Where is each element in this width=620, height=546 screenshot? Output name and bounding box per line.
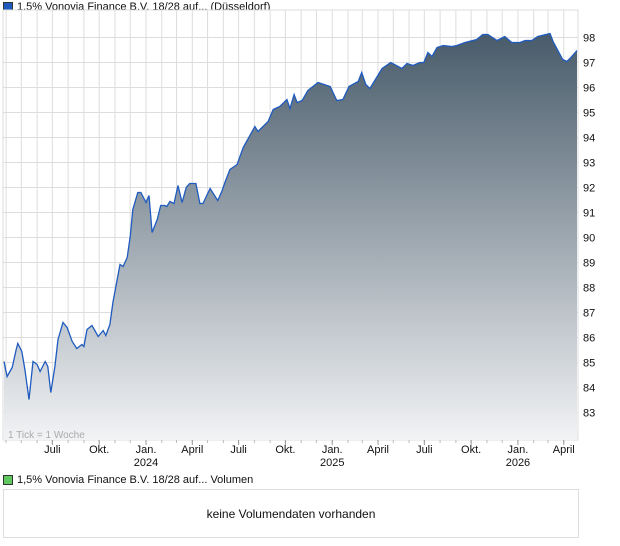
- volume-legend-swatch: [3, 475, 13, 485]
- y-tick-label: 84: [583, 383, 595, 395]
- price-chart: 83 84 85 86 87 88 89 90 91 92 93 94 95 96 97 98 Juli Okt.…: [2, 9, 595, 469]
- x-tick-label: April: [553, 444, 575, 456]
- x-tick-label: Jan.: [136, 444, 157, 456]
- y-tick-label: 88: [583, 283, 595, 295]
- y-tick-label: 95: [583, 108, 595, 120]
- x-tick-year-label: 2026: [506, 457, 530, 469]
- y-tick-label: 98: [583, 33, 595, 45]
- y-tick-label: 87: [583, 308, 595, 320]
- x-tick-label: Juli: [44, 444, 61, 456]
- price-area-fill: [4, 33, 577, 440]
- volume-legend-label: 1,5% Vonovia Finance B.V. 18/28 auf... V…: [17, 474, 254, 486]
- x-tick-label: Juli: [416, 444, 433, 456]
- x-tick-year-label: 2025: [320, 457, 344, 469]
- y-tick-label: 93: [583, 158, 595, 170]
- y-tick-label: 91: [583, 208, 595, 220]
- y-tick-label: 90: [583, 233, 595, 245]
- tick-interval-note: 1 Tick = 1 Woche: [8, 430, 85, 441]
- volume-legend: 1,5% Vonovia Finance B.V. 18/28 auf... V…: [3, 474, 253, 486]
- x-tick-year-label: 2024: [134, 457, 158, 469]
- y-tick-label: 86: [583, 333, 595, 345]
- x-tick-label: April: [367, 444, 389, 456]
- x-tick-label: Okt.: [89, 444, 109, 456]
- volume-panel: keine Volumendaten vorhanden: [3, 489, 579, 538]
- x-tick-label: April: [181, 444, 203, 456]
- y-tick-label: 85: [583, 358, 595, 370]
- price-line: [3, 32, 578, 400]
- y-tick-label: 94: [583, 133, 595, 145]
- x-tick-label: Okt.: [275, 444, 295, 456]
- y-tick-label: 97: [583, 58, 595, 70]
- y-tick-label: 92: [583, 183, 595, 195]
- x-tick-label: Jan.: [508, 444, 529, 456]
- y-tick-label: 89: [583, 258, 595, 270]
- x-tick-label: Okt.: [461, 444, 481, 456]
- x-tick-label: Juli: [230, 444, 247, 456]
- y-tick-label: 96: [583, 83, 595, 95]
- x-tick-label: Jan.: [322, 444, 343, 456]
- y-tick-label: 83: [583, 408, 595, 420]
- volume-empty-message: keine Volumendaten vorhanden: [206, 506, 376, 521]
